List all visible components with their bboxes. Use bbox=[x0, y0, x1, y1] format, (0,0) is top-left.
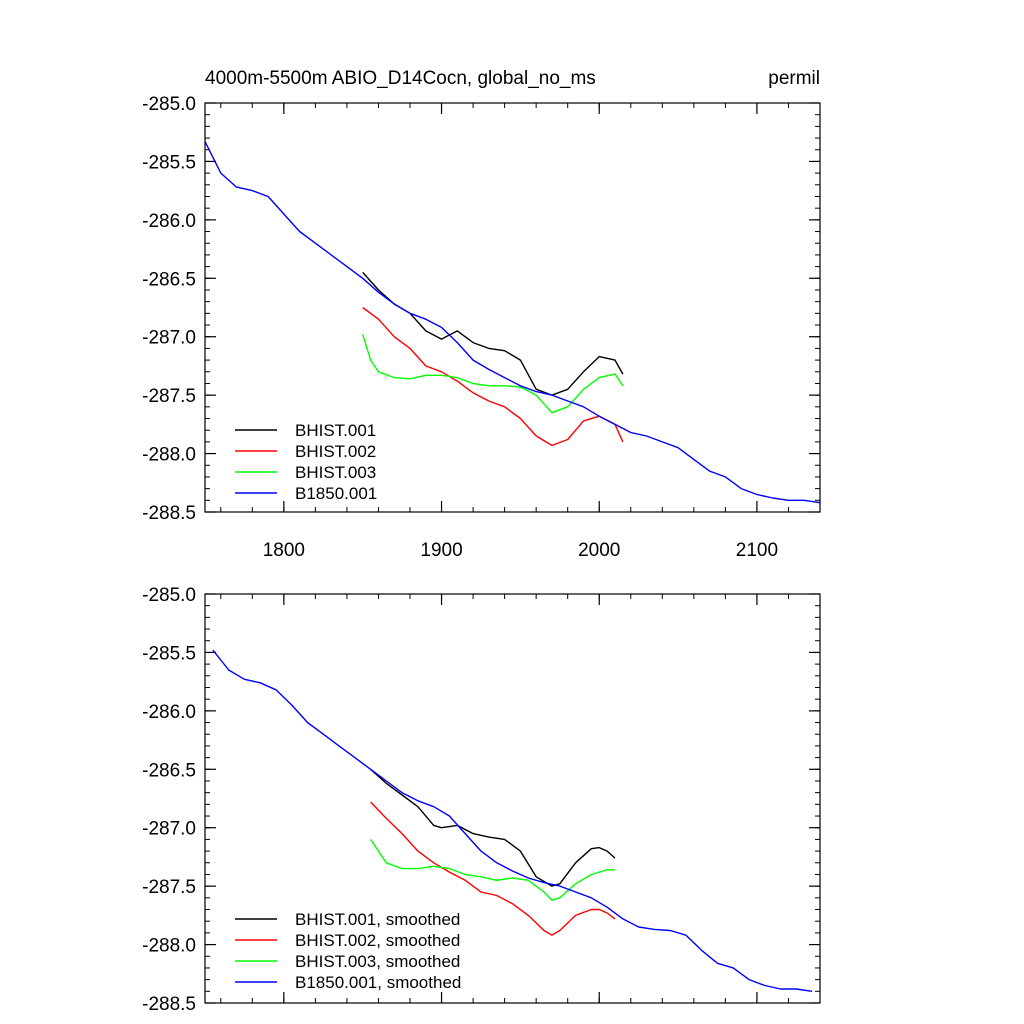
series-line-2 bbox=[362, 306, 624, 447]
y-tick-label: -288.5 bbox=[142, 994, 196, 1015]
x-tick-label: 1900 bbox=[420, 540, 462, 561]
series-line-4 bbox=[204, 141, 821, 504]
legend-label: B1850.001, smoothed bbox=[295, 973, 461, 992]
series-line-2 bbox=[370, 801, 616, 936]
y-tick-label: -287.0 bbox=[142, 328, 196, 349]
y-tick-label: -286.0 bbox=[142, 211, 196, 232]
y-tick-label: -287.5 bbox=[142, 386, 196, 407]
y-tick-label: -285.0 bbox=[142, 94, 196, 115]
legend-label: BHIST.002 bbox=[295, 442, 376, 461]
x-tick-label: 2000 bbox=[578, 540, 620, 561]
legend-label: BHIST.003, smoothed bbox=[295, 952, 460, 971]
y-tick-label: -285.0 bbox=[142, 585, 196, 606]
bottom-panel: -285.0 -285.5 -286.0 -286.5 -287.0 -287.5 -288… bbox=[142, 585, 821, 1015]
plot-frame bbox=[204, 102, 821, 513]
y-tick-label: -286.5 bbox=[142, 760, 196, 781]
legend-label: BHIST.003 bbox=[295, 463, 376, 482]
y-tick-label: -287.5 bbox=[142, 877, 196, 898]
top-panel: 4000m-5500m ABIO_D14Cocn, global_no_ms p… bbox=[142, 68, 821, 561]
units-label: permil bbox=[768, 68, 820, 89]
x-tick-label: 1800 bbox=[263, 540, 305, 561]
legend-label: B1850.001 bbox=[295, 484, 377, 503]
y-tick-label: -287.0 bbox=[142, 819, 196, 840]
y-tick-label: -286.0 bbox=[142, 702, 196, 723]
series-line-3 bbox=[370, 839, 615, 901]
plot-frame bbox=[204, 593, 821, 1004]
series-line-3 bbox=[362, 334, 624, 414]
legend-label: BHIST.001 bbox=[295, 421, 376, 440]
y-tick-label: -288.0 bbox=[142, 936, 196, 957]
panel-title: 4000m-5500m ABIO_D14Cocn, global_no_ms bbox=[205, 68, 596, 89]
series-line-1 bbox=[370, 768, 616, 887]
y-tick-label: -285.5 bbox=[142, 152, 196, 173]
y-tick-label: -288.0 bbox=[142, 445, 196, 466]
legend-label: BHIST.001, smoothed bbox=[295, 910, 460, 929]
y-tick-label: -285.5 bbox=[142, 643, 196, 664]
series-line-1 bbox=[362, 271, 624, 396]
legend-label: BHIST.002, smoothed bbox=[295, 931, 460, 950]
series-line-4 bbox=[212, 649, 813, 992]
y-tick-label: -286.5 bbox=[142, 269, 196, 290]
x-tick-label: 2100 bbox=[736, 540, 778, 561]
y-tick-label: -288.5 bbox=[142, 503, 196, 524]
